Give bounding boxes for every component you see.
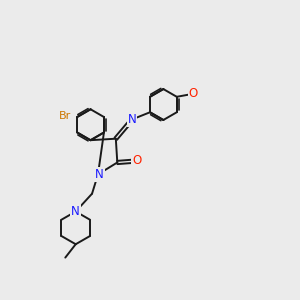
Text: N: N	[71, 205, 80, 218]
Text: Br: Br	[58, 111, 71, 122]
Text: O: O	[188, 87, 198, 100]
Text: N: N	[128, 113, 136, 126]
Text: O: O	[132, 154, 141, 167]
Text: N: N	[95, 168, 104, 181]
